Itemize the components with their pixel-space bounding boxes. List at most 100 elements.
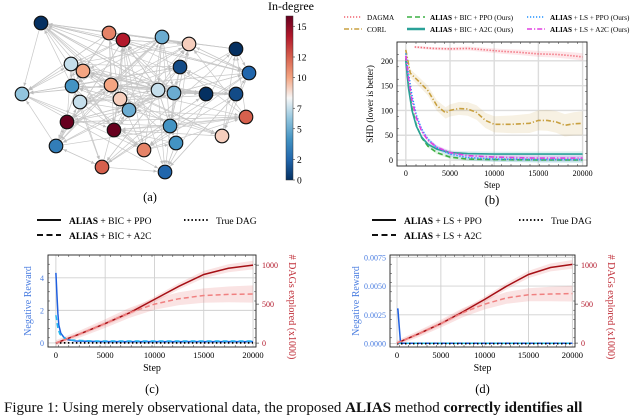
- y-left-tick-label: 2: [40, 306, 44, 315]
- graph-edge: [46, 27, 164, 122]
- edge-arrowhead: [106, 156, 111, 161]
- x-axis-label: Step: [474, 363, 492, 374]
- edge-arrowhead: [158, 125, 163, 129]
- colorbar-tick-label: 0: [297, 177, 302, 187]
- graph-edge: [108, 167, 158, 172]
- edge-arrowhead: [117, 110, 122, 114]
- edge-arrowhead: [109, 40, 113, 45]
- edge-arrowhead: [44, 30, 48, 35]
- edge-arrowhead: [87, 96, 92, 100]
- series-line: [55, 293, 254, 344]
- graph-node: [241, 65, 257, 81]
- legend-label-bold: ALIAS: [69, 217, 98, 227]
- graph-edge: [116, 41, 158, 80]
- y-tick-label: 200: [381, 57, 393, 66]
- panel-a-network: [14, 15, 257, 180]
- edge-arrowhead: [87, 60, 91, 65]
- y-left-tick-label: 0.0025: [364, 311, 386, 320]
- colorbar-tick-label: 15: [297, 23, 307, 33]
- figure-caption: Figure 1: Using merely observational dat…: [4, 400, 640, 417]
- edge-arrowhead: [29, 87, 33, 91]
- graph-edge: [127, 101, 216, 134]
- y-left-tick-label: 0.0075: [364, 253, 386, 262]
- x-tick-label: 0: [395, 350, 399, 360]
- legend-label: CORL: [367, 26, 386, 34]
- legend-label-bold: ALIAS: [430, 14, 452, 22]
- graph-node: [48, 138, 64, 154]
- graph-edge: [86, 102, 122, 110]
- colorbar-tick-label: 7: [297, 105, 302, 115]
- graph-edge: [162, 43, 170, 119]
- graph-edge: [47, 24, 242, 72]
- edge-arrowhead: [227, 99, 231, 104]
- x-tick-label: 20000: [242, 350, 263, 360]
- edge-arrowhead: [164, 160, 168, 165]
- edge-arrowhead: [73, 113, 77, 117]
- edge-arrowhead: [232, 56, 236, 61]
- graph-edge: [44, 30, 70, 80]
- edge-arrowhead: [224, 91, 229, 96]
- edge-arrowhead: [162, 160, 166, 165]
- y-right-tick-label: 500: [581, 300, 593, 309]
- series-band: [397, 285, 573, 346]
- graph-edge: [117, 86, 239, 116]
- graph-node: [75, 63, 91, 79]
- graph-node: [162, 118, 178, 134]
- series-line: [414, 46, 583, 58]
- edge-arrowhead: [60, 68, 65, 72]
- edge-arrowhead: [149, 141, 154, 145]
- edge-arrowhead: [146, 90, 151, 94]
- panel-label-d: (d): [475, 382, 490, 396]
- edge-arrowhead: [237, 67, 242, 71]
- edge-arrowhead: [225, 124, 229, 129]
- graph-node: [166, 85, 182, 101]
- edge-arrowhead: [119, 121, 124, 125]
- edge-arrowhead: [193, 50, 198, 55]
- edge-arrowhead: [96, 155, 100, 160]
- graph-edge: [158, 43, 162, 83]
- panel-d-reward-chart: 0 5000 10000 15000 200000.00000.00250.00500.…: [351, 253, 616, 374]
- graph-edge: [163, 43, 173, 86]
- edge-arrowhead: [226, 54, 230, 58]
- graph-edge: [129, 40, 182, 44]
- graph-edge: [90, 72, 152, 89]
- colorbar: In-degree 0 2 5 7 10 12 15: [268, 0, 314, 187]
- graph-edge: [186, 71, 241, 114]
- x-tick-label: 15000: [528, 169, 548, 178]
- y-axis-label: SHD (lower is better): [365, 65, 375, 143]
- graph-node: [94, 159, 110, 175]
- graph-node: [63, 56, 79, 72]
- graph-edge: [224, 79, 247, 129]
- graph-node: [72, 94, 88, 110]
- x-tick-label: 15000: [518, 350, 539, 360]
- graph-edge: [79, 87, 114, 98]
- colorbar-tick-label: 2: [297, 156, 302, 166]
- legend-label-bold: ALIAS: [69, 232, 98, 242]
- graph-node: [121, 102, 137, 118]
- graph-edge: [62, 117, 239, 146]
- graph-node: [172, 59, 188, 75]
- series-band: [55, 285, 254, 346]
- legend-label: ALIAS + BIC + A2C: [69, 232, 152, 242]
- graph-node: [181, 36, 197, 52]
- series-line: [396, 263, 573, 344]
- graph-edge: [47, 25, 168, 90]
- graph-node: [150, 82, 166, 98]
- x-tick-label: 5000: [442, 169, 458, 178]
- graph-node: [157, 164, 173, 180]
- y-right-axis-label: # DAGs explored (x1000): [605, 255, 616, 360]
- graph-edge: [74, 121, 164, 127]
- graph-node: [112, 91, 128, 107]
- legend-label: ALIAS + LS + A2C: [404, 232, 482, 242]
- graph-edge: [107, 77, 243, 164]
- edge-arrowhead: [178, 47, 182, 51]
- edge-arrowhead: [168, 67, 173, 71]
- graph-node: [198, 86, 214, 102]
- x-tick-label: 0: [404, 169, 408, 178]
- graph-edge: [73, 74, 242, 121]
- x-tick-label: 20000: [562, 350, 583, 360]
- legend-label: ALIAS + LS + PPO: [404, 217, 482, 227]
- series-line: [405, 53, 583, 161]
- edge-arrowhead: [155, 44, 159, 48]
